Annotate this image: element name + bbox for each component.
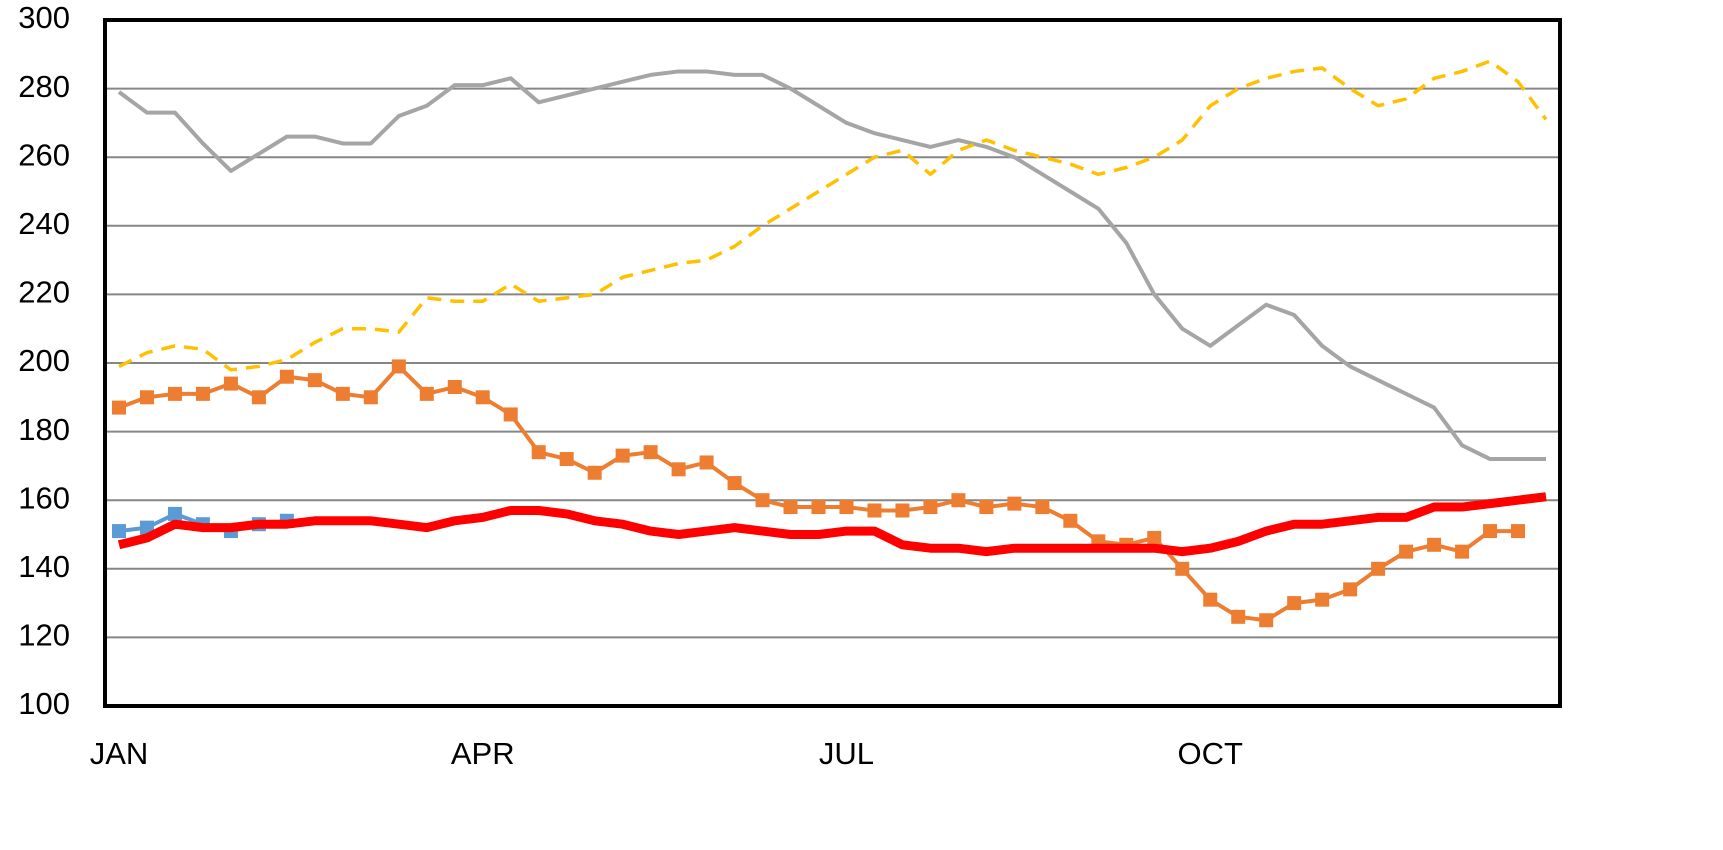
marker xyxy=(111,524,126,539)
x-tick-label: JAN xyxy=(90,736,149,771)
marker xyxy=(167,506,182,521)
x-tick-label: APR xyxy=(451,736,515,771)
y-tick-label: 240 xyxy=(18,206,70,241)
marker xyxy=(1455,544,1470,559)
marker xyxy=(699,455,714,470)
marker xyxy=(783,500,798,515)
marker xyxy=(979,500,994,515)
series-line xyxy=(118,364,1519,623)
plot-border xyxy=(103,18,1562,708)
marker xyxy=(1259,613,1274,628)
marker xyxy=(307,373,322,388)
series-line xyxy=(118,59,1548,372)
marker xyxy=(1427,537,1442,552)
series-line xyxy=(117,492,1547,557)
marker xyxy=(811,500,826,515)
marker xyxy=(111,400,126,415)
marker xyxy=(503,407,518,422)
marker xyxy=(643,445,658,460)
y-tick-label: 160 xyxy=(18,480,70,515)
marker xyxy=(475,390,490,405)
marker xyxy=(1063,513,1078,528)
marker xyxy=(671,462,686,477)
marker xyxy=(1399,544,1414,559)
marker xyxy=(195,386,210,401)
y-tick-label: 120 xyxy=(18,618,70,653)
marker xyxy=(867,503,882,518)
y-tick-label: 180 xyxy=(18,412,70,447)
marker xyxy=(1147,530,1162,545)
marker xyxy=(923,500,938,515)
marker xyxy=(1203,592,1218,607)
y-tick-label: 100 xyxy=(18,686,70,721)
marker xyxy=(1007,496,1022,511)
marker xyxy=(895,503,910,518)
marker xyxy=(139,520,154,535)
marker xyxy=(727,476,742,491)
marker xyxy=(587,465,602,480)
y-tick-label: 200 xyxy=(18,343,70,378)
marker xyxy=(391,359,406,374)
marker xyxy=(1287,596,1302,611)
marker xyxy=(223,376,238,391)
marker xyxy=(559,452,574,467)
marker xyxy=(139,390,154,405)
marker xyxy=(755,493,770,508)
marker xyxy=(279,369,294,384)
marker xyxy=(363,390,378,405)
y-tick-label: 280 xyxy=(18,69,70,104)
y-tick-label: 260 xyxy=(18,137,70,172)
marker xyxy=(335,386,350,401)
y-tick-label: 300 xyxy=(18,0,70,35)
marker xyxy=(251,390,266,405)
marker xyxy=(1231,609,1246,624)
y-tick-label: 140 xyxy=(18,549,70,584)
marker xyxy=(1511,524,1526,539)
marker xyxy=(1371,561,1386,576)
marker xyxy=(419,386,434,401)
marker xyxy=(447,380,462,395)
marker xyxy=(531,445,546,460)
series-line xyxy=(117,69,1547,462)
marker xyxy=(1483,524,1498,539)
marker xyxy=(615,448,630,463)
marker xyxy=(1315,592,1330,607)
x-tick-label: OCT xyxy=(1178,736,1244,771)
marker xyxy=(1175,561,1190,576)
marker xyxy=(951,493,966,508)
marker xyxy=(1343,582,1358,597)
y-tick-label: 220 xyxy=(18,275,70,310)
marker xyxy=(1035,500,1050,515)
marker xyxy=(839,500,854,515)
x-tick-label: JUL xyxy=(819,736,874,771)
marker xyxy=(167,386,182,401)
